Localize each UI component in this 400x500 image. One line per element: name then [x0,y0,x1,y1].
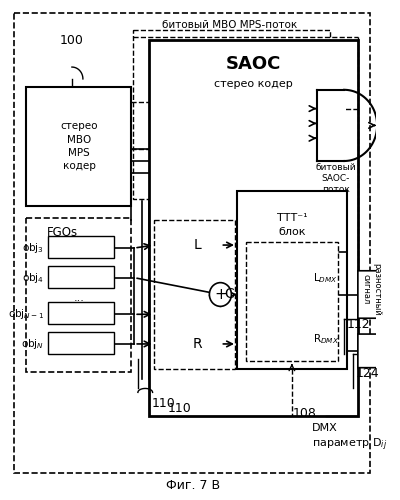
Text: DMX: DMX [312,423,338,433]
Text: битовый
SAOC-
поток: битовый SAOC- поток [316,163,356,194]
Text: SAOC: SAOC [226,55,281,73]
Text: R$_{DMX}$: R$_{DMX}$ [313,332,339,346]
Bar [133,30,330,198]
Text: битовый МВО MPS-поток: битовый МВО MPS-поток [162,20,297,30]
Text: стерео кодер: стерео кодер [214,79,293,89]
Bar [246,242,338,361]
Text: 110: 110 [152,397,176,410]
Text: ТТТ⁻¹: ТТТ⁻¹ [276,214,307,224]
Text: параметр D$_{ij}$: параметр D$_{ij}$ [312,436,387,453]
Polygon shape [358,271,400,318]
Circle shape [209,282,231,306]
Text: 112: 112 [347,318,370,330]
Text: стерео
МВО
MPS
кодер: стерео МВО MPS кодер [60,122,98,171]
Text: obj$_4$: obj$_4$ [22,270,44,284]
Text: разностный
сигнал: разностный сигнал [362,263,381,316]
Text: 108: 108 [293,406,317,420]
Text: 124: 124 [356,367,380,380]
Text: C: C [225,288,234,302]
Polygon shape [317,90,344,161]
Bar [237,190,347,368]
Polygon shape [358,334,400,368]
Bar [48,266,114,287]
Bar [149,40,358,416]
Bar [48,332,114,354]
Text: FGOs: FGOs [47,226,78,238]
Bar [48,236,114,258]
Text: ...: ... [74,294,85,304]
Bar [154,220,235,368]
Text: obj$_3$: obj$_3$ [22,241,44,255]
Bar [26,87,132,206]
Bar [26,218,132,372]
Text: obj$_N$: obj$_N$ [21,337,44,351]
Text: R: R [193,337,202,351]
Text: +: + [214,287,227,302]
Text: Фиг. 7 В: Фиг. 7 В [166,479,220,492]
Text: блок: блок [278,227,306,237]
Text: 110: 110 [167,402,191,414]
Bar [48,302,114,324]
Text: obj$_{N-1}$: obj$_{N-1}$ [8,308,44,322]
Text: 100: 100 [60,34,84,47]
Text: L: L [194,238,201,252]
Text: L$_{DMX}$: L$_{DMX}$ [313,271,338,284]
